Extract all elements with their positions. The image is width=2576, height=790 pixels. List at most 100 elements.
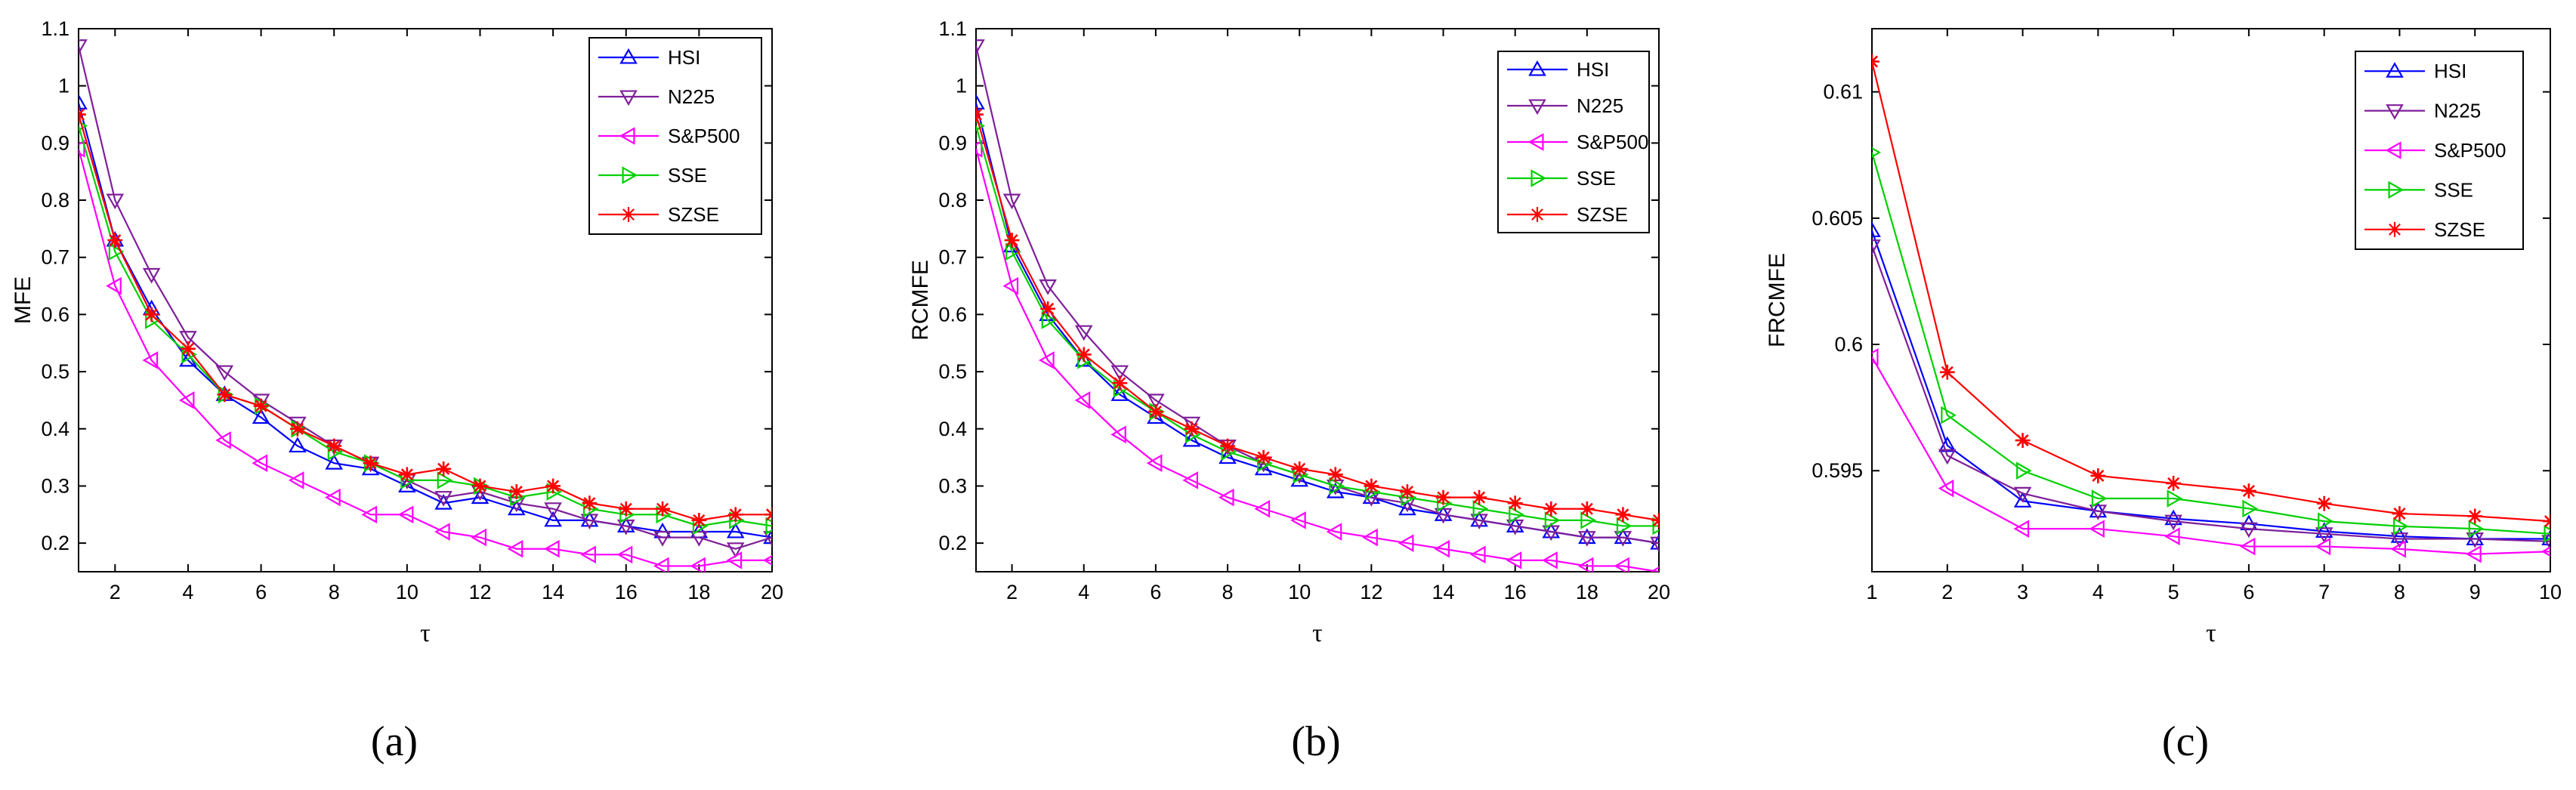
data-point-sp500 (653, 557, 669, 572)
data-point-szse (764, 507, 772, 523)
data-point-hsi (2164, 509, 2182, 526)
x-tick-label-a: 4 (182, 581, 193, 603)
data-point-sp500 (1110, 425, 1126, 444)
data-point-hsi (726, 522, 745, 538)
data-point-szse (1147, 404, 1163, 419)
data-point-szse (508, 484, 524, 499)
data-point-hsi (1110, 385, 1129, 401)
x-tick-label-c: 2 (1941, 581, 1953, 603)
legend-marker-sse (622, 166, 638, 184)
data-point-sp500 (2239, 537, 2256, 556)
data-point-sp500 (690, 557, 706, 572)
data-point-szse (1435, 489, 1451, 505)
data-point-n225 (106, 193, 125, 210)
data-point-szse (253, 398, 269, 414)
data-point-n225 (1039, 279, 1057, 295)
legend-marker-sse (1530, 169, 1547, 187)
data-point-sse (2468, 520, 2485, 538)
data-point-sp500 (1182, 471, 1198, 489)
data-point-szse (2241, 483, 2256, 498)
data-point-hsi (289, 437, 307, 453)
data-point-sp500 (616, 545, 633, 564)
y-tick-label-c: 0.595 (1812, 459, 1863, 482)
x-tick-label-c: 7 (2318, 581, 2330, 603)
data-point-sp500 (1469, 545, 1486, 564)
data-point-n225 (1147, 393, 1165, 410)
data-point-hsi (2315, 522, 2334, 538)
x-tick-label-c: 3 (2017, 581, 2028, 603)
x-tick-label-c: 5 (2168, 581, 2179, 603)
data-point-szse (2015, 433, 2031, 449)
data-point-n225 (2541, 535, 2550, 551)
data-point-sse (765, 517, 772, 535)
data-point-sse (1652, 517, 1659, 535)
y-axis-label-c: FRCMFE (1765, 253, 1790, 347)
chart-panel-c: 1 2 3 4 5 6 7 8 9 10 0.595 0.6 0.605 0.61 τ FRCMFE HSI N2… (1765, 28, 2562, 647)
x-axis-label-c: τ (2206, 619, 2216, 647)
y-tick-label-a: 0.5 (41, 360, 69, 383)
data-point-szse (1040, 301, 1056, 316)
data-point-sse (2544, 525, 2550, 543)
legend-marker-sp500 (1527, 133, 1544, 151)
x-tick-label-b: 6 (1150, 581, 1161, 603)
legend-marker-n225 (619, 90, 638, 106)
x-tick-label-a: 10 (396, 581, 419, 603)
caption-c: (c) (2162, 718, 2209, 765)
data-point-sp500 (1218, 488, 1234, 507)
legend-marker-szse (621, 207, 636, 222)
data-point-hsi (763, 528, 772, 545)
data-point-n225 (1578, 531, 1596, 547)
data-point-szse (1327, 467, 1343, 483)
data-point-sse (1005, 242, 1021, 261)
data-point-sp500 (2089, 520, 2105, 538)
data-point-n225 (726, 542, 745, 558)
data-point-sp500 (1649, 566, 1659, 572)
x-tick-label-b: 2 (1006, 581, 1018, 603)
data-point-n225 (1938, 449, 1957, 465)
data-point-szse (976, 106, 984, 122)
y-tick-label-b: 0.8 (938, 189, 967, 211)
data-point-n225 (580, 514, 599, 530)
x-axis-label-b: τ (1312, 619, 1323, 647)
x-tick-label-a: 12 (468, 581, 491, 603)
data-point-n225 (1872, 239, 1881, 255)
data-point-sse (1509, 505, 1524, 524)
y-axis-label-a: MFE (11, 276, 36, 324)
data-point-szse (1004, 233, 1020, 248)
y-axis-label-b: RCMFE (908, 260, 933, 341)
x-tick-label-a: 8 (329, 581, 340, 603)
data-point-szse (1615, 507, 1631, 523)
legend-label-n225: N225 (2434, 100, 2481, 122)
data-point-sse (437, 471, 453, 489)
data-point-szse (582, 495, 598, 511)
data-point-sp500 (397, 505, 414, 524)
y-tick-label-c: 0.605 (1812, 207, 1863, 230)
data-point-sp500 (252, 454, 268, 472)
data-point-sse (1872, 147, 1882, 158)
data-point-n225 (434, 491, 452, 507)
data-point-n225 (79, 39, 88, 55)
legend-label-szse: SZSE (668, 203, 719, 226)
data-point-sse (1580, 511, 1596, 529)
data-point-szse (1400, 484, 1415, 499)
data-point-hsi (507, 499, 526, 516)
data-point-sp500 (1146, 454, 1163, 472)
data-point-n225 (1434, 508, 1453, 524)
data-point-sp500 (1506, 551, 1522, 569)
data-point-szse (1256, 449, 1271, 465)
data-point-szse (1651, 512, 1659, 528)
data-point-n225 (1110, 365, 1129, 381)
data-point-hsi (2466, 529, 2485, 546)
legend-marker-hsi (619, 48, 638, 64)
legend-label-hsi: HSI (2434, 60, 2466, 82)
data-point-szse (399, 467, 415, 483)
data-point-sse (2167, 489, 2183, 508)
y-tick-label-b: 0.5 (938, 360, 967, 383)
data-point-sse (1329, 477, 1345, 495)
legend-marker-szse (2387, 221, 2402, 237)
data-point-sse (1544, 511, 1561, 529)
data-point-szse (1220, 438, 1235, 454)
data-point-n225 (763, 531, 772, 547)
data-point-hsi (79, 94, 88, 110)
data-point-n225 (1542, 525, 1561, 542)
